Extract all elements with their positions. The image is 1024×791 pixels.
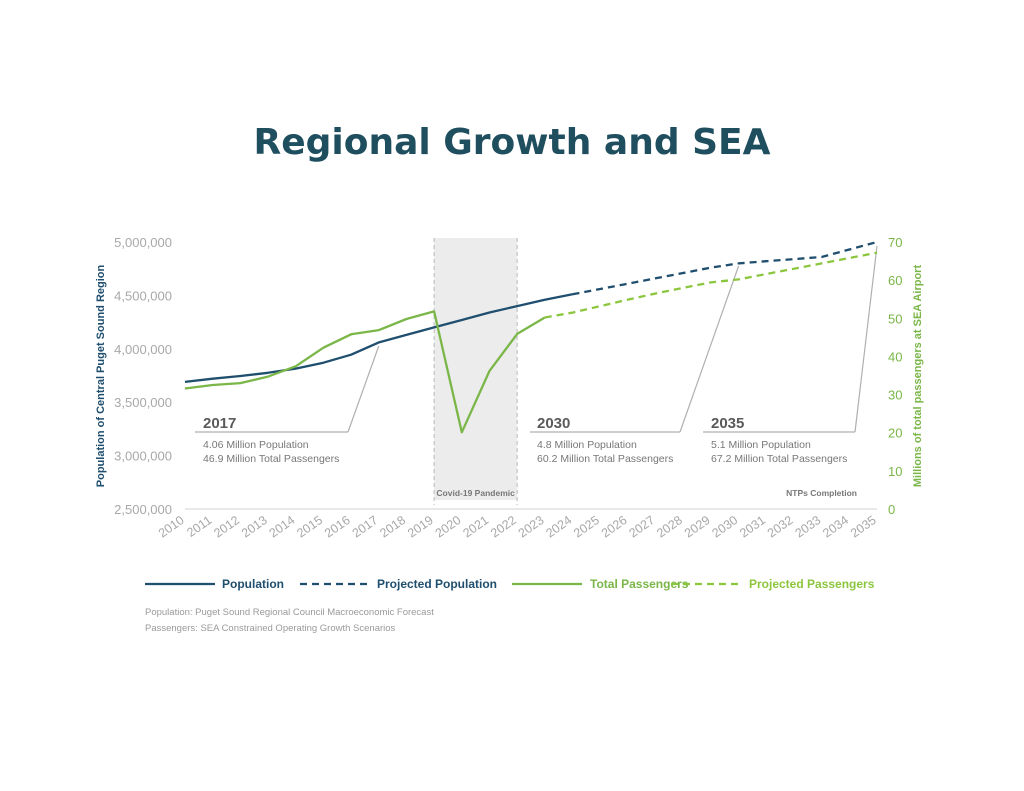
page-title: Regional Growth and SEA: [253, 122, 771, 163]
x-tick-label: 2030: [710, 513, 741, 540]
annotation-passengers: 46.9 Million Total Passengers: [203, 453, 339, 465]
source-note-population: Population: Puget Sound Regional Council…: [145, 607, 434, 618]
x-tick-label: 2015: [294, 513, 325, 540]
x-tick-label: 2033: [793, 513, 824, 540]
x-tick-label: 2017: [350, 513, 381, 540]
annotation-passengers: 67.2 Million Total Passengers: [711, 453, 847, 465]
x-tick-label: 2020: [433, 513, 464, 540]
series-line-population: [184, 293, 573, 384]
right-tick-label: 0: [888, 502, 895, 517]
annotation-year: 2035: [711, 415, 744, 432]
x-tick-label: 2011: [184, 513, 214, 540]
x-tick-label: 2034: [820, 513, 851, 540]
legend-label: Projected Passengers: [749, 577, 875, 591]
annotation-year: 2030: [537, 415, 570, 432]
legend-label: Population: [222, 577, 284, 591]
right-tick-label: 60: [888, 273, 902, 288]
left-tick-label: 4,500,000: [114, 288, 172, 303]
x-tick-label: 2027: [626, 513, 657, 540]
annotation-pointer: [347, 345, 380, 433]
right-tick-label: 70: [888, 235, 902, 250]
right-tick-label: 30: [888, 388, 902, 403]
annotation-pointer: [679, 265, 740, 433]
x-tick-label: 2010: [156, 513, 187, 540]
series-line-total-passengers: [184, 310, 546, 434]
right-tick-label: 10: [888, 464, 902, 479]
x-tick-label: 2019: [405, 513, 436, 540]
left-tick-label: 3,000,000: [114, 449, 172, 464]
x-tick-label: 2031: [737, 513, 768, 540]
annotation-population: 4.06 Million Population: [203, 439, 309, 451]
covid-label: Covid-19 Pandemic: [436, 488, 515, 498]
right-tick-label: 50: [888, 311, 902, 326]
x-tick-label: 2021: [460, 513, 491, 540]
annotation-pointer: [854, 245, 878, 433]
x-tick-label: 2026: [599, 513, 630, 540]
left-axis-title: Population of Central Puget Sound Region: [95, 265, 107, 488]
left-tick-label: 5,000,000: [114, 235, 172, 250]
x-tick-label: 2025: [571, 513, 602, 540]
x-tick-label: 2032: [765, 513, 796, 540]
left-tick-label: 2,500,000: [114, 502, 172, 517]
x-tick-label: 2022: [488, 513, 519, 540]
source-note-passengers: Passengers: SEA Constrained Operating Gr…: [145, 623, 396, 634]
right-tick-label: 40: [888, 349, 902, 364]
x-tick-label: 2028: [654, 513, 685, 540]
x-tick-label: 2012: [211, 513, 242, 540]
x-tick-label: 2035: [848, 513, 879, 540]
x-tick-label: 2018: [377, 513, 408, 540]
annotation-population: 4.8 Million Population: [537, 439, 637, 451]
left-tick-label: 3,500,000: [114, 395, 172, 410]
x-tick-label: 2013: [239, 513, 270, 540]
right-axis-title: Millions of total passengers at SEA Airp…: [912, 265, 924, 488]
legend-label: Projected Population: [377, 577, 497, 591]
ntp-completion-label: NTPs Completion: [786, 488, 857, 498]
x-tick-label: 2014: [267, 513, 298, 540]
series-line-projected-passengers: [544, 251, 878, 319]
x-tick-label: 2029: [682, 513, 713, 540]
series-line-projected-population: [572, 240, 878, 296]
annotation-year: 2017: [203, 415, 236, 432]
annotation-passengers: 60.2 Million Total Passengers: [537, 453, 673, 465]
x-tick-label: 2023: [516, 513, 547, 540]
x-tick-label: 2024: [543, 513, 574, 540]
legend-label: Total Passengers: [590, 577, 689, 591]
right-tick-label: 20: [888, 426, 902, 441]
x-tick-label: 2016: [322, 513, 353, 540]
annotation-population: 5.1 Million Population: [711, 439, 811, 451]
left-tick-label: 4,000,000: [114, 342, 172, 357]
